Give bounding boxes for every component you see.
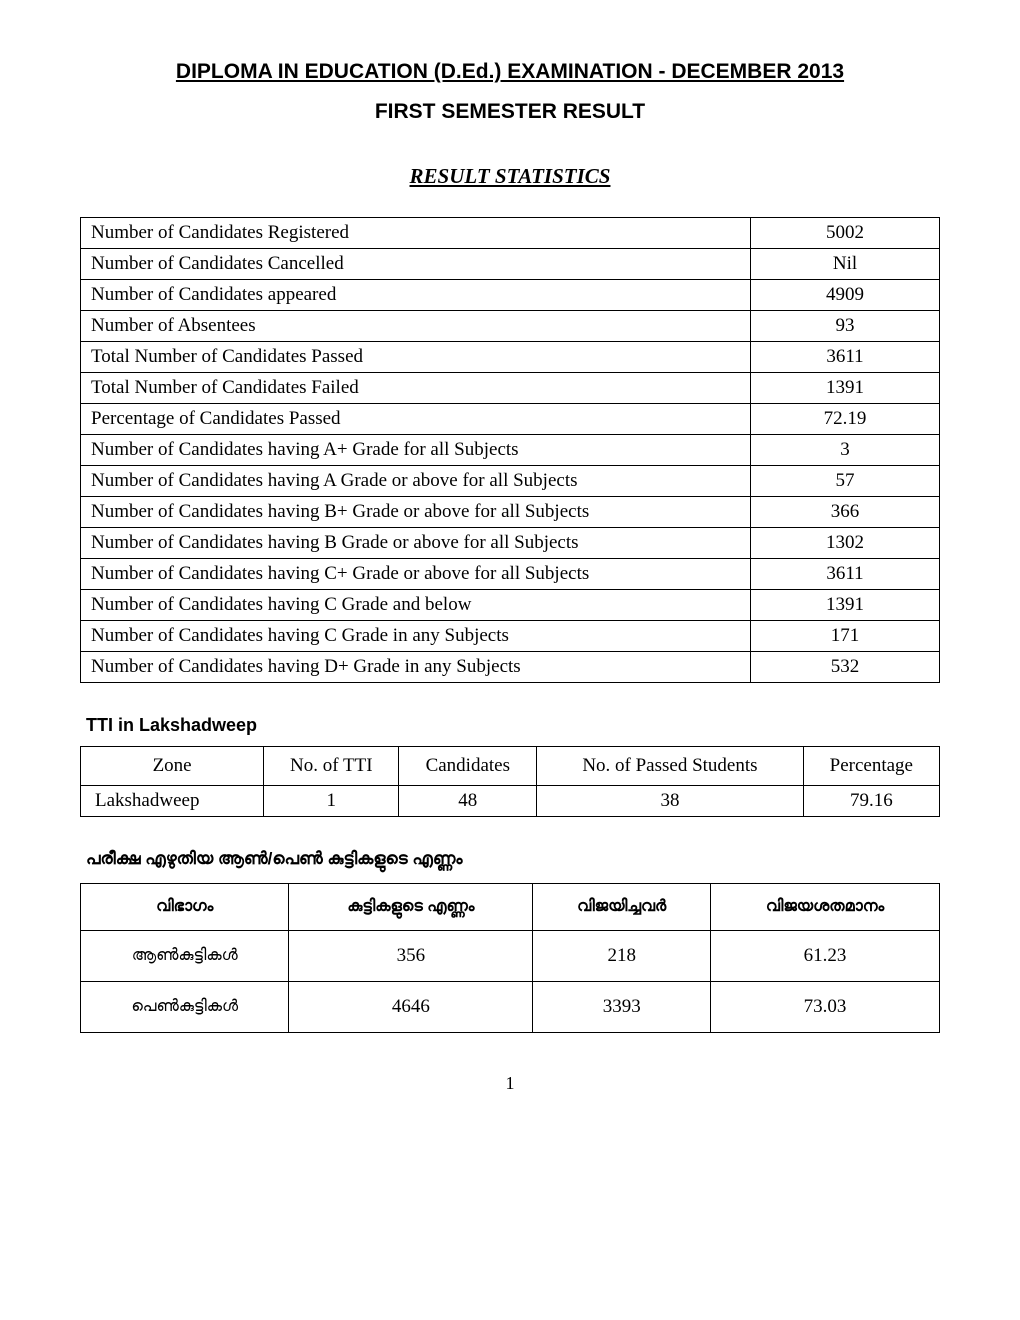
gender-row: ആൺകുട്ടികൾ35621861.23 [81, 931, 940, 982]
gender-passed: 218 [533, 931, 711, 982]
gender-col-percent: വിജയശതമാനം [711, 884, 940, 931]
tti-passed: 38 [537, 786, 803, 817]
gender-col-count: കുട്ടികളുടെ എണ്ണം [289, 884, 533, 931]
stats-label: Number of Candidates having A Grade or a… [81, 466, 751, 497]
stats-value: 532 [751, 652, 940, 683]
stats-label: Number of Candidates having A+ Grade for… [81, 435, 751, 466]
stats-value: Nil [751, 249, 940, 280]
tti-col-candidates: Candidates [399, 747, 537, 786]
stats-label: Total Number of Candidates Failed [81, 373, 751, 404]
stats-row: Number of Candidates appeared4909 [81, 280, 940, 311]
main-title: DIPLOMA IN EDUCATION (D.Ed.) EXAMINATION… [80, 60, 940, 84]
stats-label: Number of Candidates having C Grade and … [81, 590, 751, 621]
stats-value: 366 [751, 497, 940, 528]
stats-label: Number of Candidates appeared [81, 280, 751, 311]
gender-col-passed: വിജയിച്ചവർ [533, 884, 711, 931]
stats-value: 3611 [751, 559, 940, 590]
sub-title: FIRST SEMESTER RESULT [80, 100, 940, 124]
stats-row: Number of Candidates having A+ Grade for… [81, 435, 940, 466]
gender-percent: 73.03 [711, 982, 940, 1033]
tti-table: Zone No. of TTI Candidates No. of Passed… [80, 746, 940, 817]
gender-heading: പരീക്ഷ എഴുതിയ ആൺ/പെൺ കുട്ടികളുടെ എണ്ണം [86, 849, 940, 869]
stats-row: Number of Candidates having A Grade or a… [81, 466, 940, 497]
stats-label: Number of Candidates having D+ Grade in … [81, 652, 751, 683]
section-title: RESULT STATISTICS [80, 164, 940, 189]
stats-row: Number of Candidates having B+ Grade or … [81, 497, 940, 528]
tti-heading: TTI in Lakshadweep [86, 715, 940, 736]
stats-value: 4909 [751, 280, 940, 311]
stats-row: Total Number of Candidates Failed1391 [81, 373, 940, 404]
gender-category: ആൺകുട്ടികൾ [81, 931, 289, 982]
stats-value: 5002 [751, 218, 940, 249]
tti-percentage: 79.16 [803, 786, 939, 817]
tti-candidates: 48 [399, 786, 537, 817]
stats-value: 1391 [751, 373, 940, 404]
stats-row: Number of Candidates having D+ Grade in … [81, 652, 940, 683]
gender-table: വിഭാഗം കുട്ടികളുടെ എണ്ണം വിജയിച്ചവർ വിജയ… [80, 883, 940, 1033]
stats-label: Number of Candidates having C Grade in a… [81, 621, 751, 652]
stats-label: Number of Candidates having C+ Grade or … [81, 559, 751, 590]
stats-row: Number of Candidates having C+ Grade or … [81, 559, 940, 590]
gender-count: 4646 [289, 982, 533, 1033]
gender-percent: 61.23 [711, 931, 940, 982]
tti-row: Lakshadweep 1 48 38 79.16 [81, 786, 940, 817]
stats-value: 1391 [751, 590, 940, 621]
stats-row: Number of Candidates having C Grade in a… [81, 621, 940, 652]
stats-row: Number of Candidates CancelledNil [81, 249, 940, 280]
stats-value: 3 [751, 435, 940, 466]
gender-row: പെൺകുട്ടികൾ4646339373.03 [81, 982, 940, 1033]
tti-col-notti: No. of TTI [264, 747, 399, 786]
stats-value: 57 [751, 466, 940, 497]
stats-label: Number of Candidates having B+ Grade or … [81, 497, 751, 528]
tti-col-passed: No. of Passed Students [537, 747, 803, 786]
stats-value: 93 [751, 311, 940, 342]
stats-row: Number of Candidates having B Grade or a… [81, 528, 940, 559]
tti-no: 1 [264, 786, 399, 817]
gender-col-category: വിഭാഗം [81, 884, 289, 931]
tti-col-zone: Zone [81, 747, 264, 786]
stats-row: Number of Candidates having C Grade and … [81, 590, 940, 621]
stats-value: 72.19 [751, 404, 940, 435]
stats-label: Percentage of Candidates Passed [81, 404, 751, 435]
statistics-table: Number of Candidates Registered5002Numbe… [80, 217, 940, 683]
tti-zone: Lakshadweep [81, 786, 264, 817]
stats-row: Number of Candidates Registered5002 [81, 218, 940, 249]
stats-label: Number of Candidates Cancelled [81, 249, 751, 280]
stats-value: 3611 [751, 342, 940, 373]
stats-label: Total Number of Candidates Passed [81, 342, 751, 373]
stats-row: Percentage of Candidates Passed72.19 [81, 404, 940, 435]
stats-label: Number of Absentees [81, 311, 751, 342]
stats-row: Total Number of Candidates Passed3611 [81, 342, 940, 373]
page-number: 1 [80, 1073, 940, 1094]
gender-category: പെൺകുട്ടികൾ [81, 982, 289, 1033]
tti-col-percentage: Percentage [803, 747, 939, 786]
stats-value: 1302 [751, 528, 940, 559]
stats-row: Number of Absentees93 [81, 311, 940, 342]
gender-passed: 3393 [533, 982, 711, 1033]
stats-label: Number of Candidates having B Grade or a… [81, 528, 751, 559]
gender-count: 356 [289, 931, 533, 982]
stats-value: 171 [751, 621, 940, 652]
stats-label: Number of Candidates Registered [81, 218, 751, 249]
